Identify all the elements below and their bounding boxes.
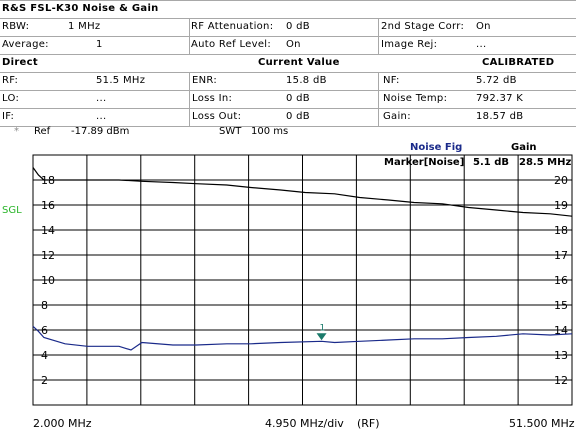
x-stop-label: 51.500 MHz: [509, 417, 575, 430]
loss-out-value: 0 dB: [286, 111, 310, 122]
left-axis-tick-label: 4: [41, 349, 48, 362]
marker-label: Marker[Noise]: [384, 157, 465, 168]
enr-label: ENR:: [192, 75, 218, 86]
settings-row-average: Average: 1 Auto Ref Level: On Image Rej:…: [0, 36, 576, 55]
lo-label: LO:: [2, 93, 20, 104]
current-row-rf: RF: 51.5 MHz ENR: 15.8 dB NF: 5.72 dB: [0, 72, 576, 91]
gain-label: Gain:: [383, 111, 411, 122]
enr-value: 15.8 dB: [286, 75, 327, 86]
noise-temp-value: 792.37 K: [476, 93, 524, 104]
loss-in-value: 0 dB: [286, 93, 310, 104]
gain-legend: Gain: [511, 142, 537, 153]
loss-out-label: Loss Out:: [192, 111, 242, 122]
noise-figure-trace: [32, 325, 573, 351]
rf-label: RF:: [2, 75, 19, 86]
left-axis-tick-label: 8: [41, 299, 48, 312]
x-start-label: 2.000 MHz: [33, 417, 92, 430]
second-stage-corr-label: 2nd Stage Corr:: [381, 21, 465, 32]
left-axis-tick-label: 12: [41, 249, 55, 262]
current-value-heading: Current Value: [258, 57, 340, 68]
marker-freq-value: 28.5 MHz: [519, 157, 572, 168]
sgl-indicator: SGL: [2, 205, 22, 216]
calibrated-status: CALIBRATED: [482, 57, 555, 68]
x-div-label: 4.950 MHz/div: [265, 417, 344, 430]
noise-fig-legend: Noise Fig: [410, 142, 463, 153]
nf-label: NF:: [383, 75, 400, 86]
average-value: 1: [96, 39, 103, 50]
current-row-if: IF: ... Loss Out: 0 dB Gain: 18.57 dB: [0, 108, 576, 127]
rf-attenuation-label: RF Attenuation:: [191, 21, 274, 32]
marker-nf-value: 5.1 dB: [473, 157, 509, 168]
right-axis-tick-label: 17: [554, 249, 568, 262]
image-rej-value: ...: [476, 39, 487, 50]
left-axis-tick-label: 14: [41, 224, 55, 237]
second-stage-corr-value: On: [476, 21, 491, 32]
title-row: R&S FSL-K30 Noise & Gain: [0, 0, 576, 19]
gain-value: 18.57 dB: [476, 111, 524, 122]
ref-marker-symbol: *: [14, 126, 19, 137]
rbw-value: 1 MHz: [68, 21, 101, 32]
right-axis-tick-label: 18: [554, 224, 568, 237]
rbw-label: RBW:: [2, 21, 30, 32]
swt-label: SWT: [219, 126, 242, 137]
image-rej-label: Image Rej:: [381, 39, 438, 50]
marker-1-triangle[interactable]: [316, 333, 327, 341]
left-axis-tick-label: 16: [41, 199, 55, 212]
gain-trace: [32, 167, 573, 217]
loss-in-label: Loss In:: [192, 93, 233, 104]
ref-label: Ref: [34, 126, 51, 137]
swt-value: 100 ms: [251, 126, 289, 137]
settings-row-rbw: RBW: 1 MHz RF Attenuation: 0 dB 2nd Stag…: [0, 18, 576, 37]
if-label: IF:: [2, 111, 15, 122]
right-axis-tick-label: 12: [554, 374, 568, 387]
right-axis-tick-label: 20: [554, 174, 568, 187]
left-axis-tick-label: 10: [41, 274, 55, 287]
rf-value: 51.5 MHz: [96, 75, 146, 86]
if-value: ...: [96, 111, 107, 122]
direct-heading: Direct: [2, 57, 38, 68]
marker-1-label: 1: [320, 323, 326, 333]
right-axis-tick-label: 13: [554, 349, 568, 362]
rf-attenuation-value: 0 dB: [286, 21, 310, 32]
app-title: R&S FSL-K30 Noise & Gain: [2, 3, 159, 14]
left-axis-tick-label: 2: [41, 374, 48, 387]
right-axis-tick-label: 19: [554, 199, 568, 212]
section-header-row: Direct Current Value CALIBRATED: [0, 54, 576, 73]
right-axis-tick-label: 15: [554, 299, 568, 312]
nf-value: 5.72 dB: [476, 75, 517, 86]
right-axis-tick-label: 16: [554, 274, 568, 287]
noise-temp-label: Noise Temp:: [383, 93, 448, 104]
auto-ref-level-label: Auto Ref Level:: [191, 39, 272, 50]
current-row-lo: LO: ... Loss In: 0 dB Noise Temp: 792.37…: [0, 90, 576, 109]
lo-value: ...: [96, 93, 107, 104]
ref-value: -17.89 dBm: [71, 126, 130, 137]
x-mode-label: (RF): [357, 417, 380, 430]
left-axis-tick-label: 6: [41, 324, 48, 337]
average-label: Average:: [2, 39, 49, 50]
auto-ref-level-value: On: [286, 39, 301, 50]
